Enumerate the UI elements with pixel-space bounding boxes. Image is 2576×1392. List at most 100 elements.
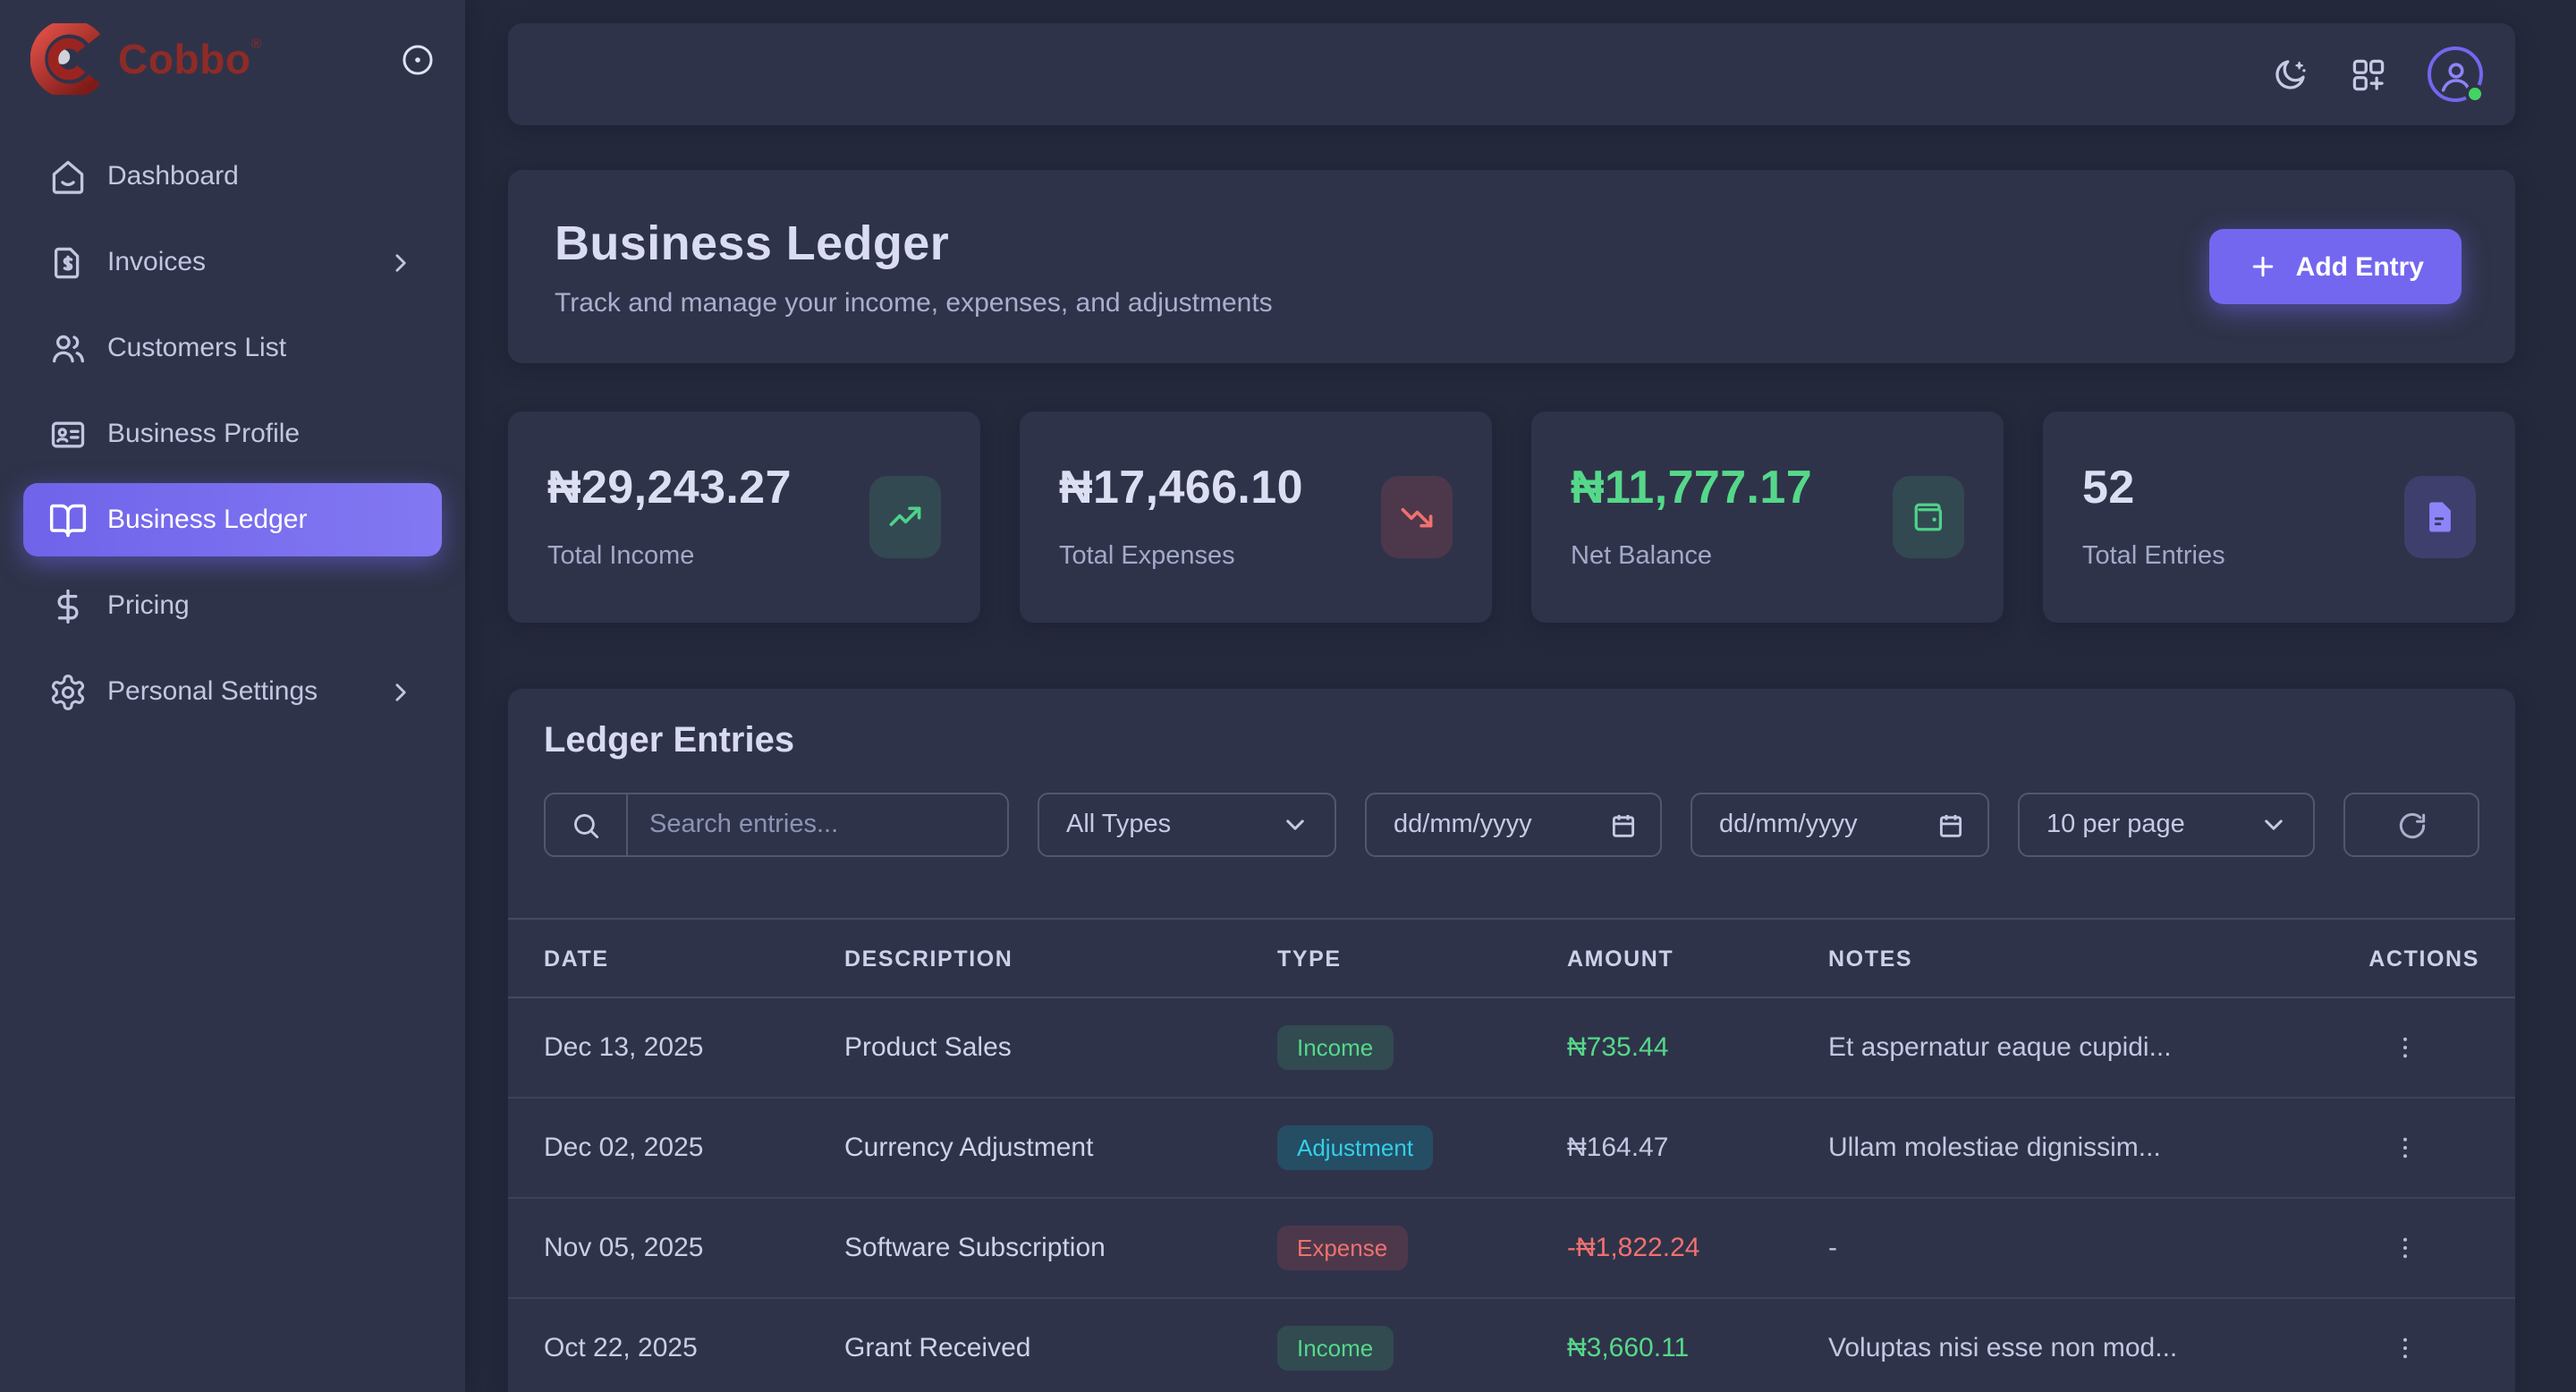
notes-cell: Voluptas nisi esse non mod... bbox=[1828, 1298, 2365, 1392]
table-row: Nov 05, 2025 Software Subscription Expen… bbox=[508, 1198, 2515, 1299]
per-page-select[interactable]: 10 per page bbox=[2018, 793, 2315, 857]
notes-cell: Ullam molestiae dignissim... bbox=[1828, 1098, 2365, 1199]
ledger-entries-card: Ledger Entries All Types dd/mm/yyyy bbox=[508, 689, 2515, 1392]
dollar-icon bbox=[48, 586, 88, 625]
notes-cell: - bbox=[1828, 1198, 2365, 1299]
ledger-table-wrap: DATE DESCRIPTION TYPE AMOUNT NOTES ACTIO… bbox=[508, 918, 2515, 1392]
logo-row: Cobbo® bbox=[0, 0, 465, 118]
page-subtitle: Track and manage your income, expenses, … bbox=[555, 287, 1273, 318]
sidebar-item-label: Invoices bbox=[107, 247, 207, 277]
description-cell: Currency Adjustment bbox=[844, 1098, 1277, 1199]
stat-label: Total Expenses bbox=[1059, 542, 1235, 571]
type-cell: Adjustment bbox=[1277, 1098, 1567, 1199]
chevron-right-icon bbox=[385, 675, 417, 708]
add-entry-button[interactable]: Add Entry bbox=[2209, 229, 2462, 304]
amount-value: ₦164.47 bbox=[1567, 1133, 1669, 1163]
add-entry-label: Add Entry bbox=[2295, 251, 2424, 282]
gear-icon bbox=[48, 672, 88, 711]
brand-name: Cobbo® bbox=[118, 35, 263, 81]
sidebar-item-label: Personal Settings bbox=[107, 676, 318, 707]
dark-mode-toggle-moon-icon[interactable] bbox=[2270, 55, 2309, 94]
calendar-icon bbox=[1608, 810, 1639, 840]
table-row: Dec 13, 2025 Product Sales Income ₦735.4… bbox=[508, 997, 2515, 1099]
amount-cell: ₦3,660.11 bbox=[1567, 1298, 1828, 1392]
date-cell: Oct 22, 2025 bbox=[508, 1298, 844, 1392]
amount-value: ₦3,660.11 bbox=[1567, 1333, 1690, 1363]
avatar-person-icon bbox=[2431, 50, 2479, 98]
table-row: Dec 02, 2025 Currency Adjustment Adjustm… bbox=[508, 1098, 2515, 1199]
actions-cell bbox=[2365, 1098, 2515, 1199]
description-cell: Grant Received bbox=[844, 1298, 1277, 1392]
stat-card-total-income: ₦29,243.27 Total Income bbox=[508, 412, 980, 623]
column-header-type: TYPE bbox=[1277, 918, 1567, 998]
page-header: Business Ledger Track and manage your in… bbox=[508, 170, 2515, 363]
sidebar-item-label: Dashboard bbox=[107, 161, 239, 191]
topbar bbox=[508, 23, 2515, 125]
user-avatar[interactable] bbox=[2428, 47, 2485, 104]
column-header-notes: NOTES bbox=[1828, 918, 2365, 998]
row-actions-kebab-button[interactable] bbox=[2383, 1025, 2428, 1070]
refresh-icon bbox=[2394, 808, 2428, 842]
apps-grid-plus-icon[interactable] bbox=[2349, 55, 2388, 94]
description-cell: Software Subscription bbox=[844, 1198, 1277, 1299]
stat-value: ₦17,466.10 bbox=[1059, 460, 1303, 514]
stat-card-total-expenses: ₦17,466.10 Total Expenses bbox=[1020, 412, 1492, 623]
sidebar-item-personal-settings[interactable]: Personal Settings bbox=[23, 655, 442, 728]
sidebar-item-business-profile[interactable]: Business Profile bbox=[23, 397, 442, 471]
amount-value: -₦1,822.24 bbox=[1567, 1233, 1700, 1263]
wallet-icon bbox=[1893, 476, 1964, 558]
type-filter-value: All Types bbox=[1066, 811, 1172, 839]
sidebar-item-label: Business Ledger bbox=[107, 505, 308, 535]
sidebar: Cobbo® Dashboard bbox=[0, 0, 465, 1392]
search-entries-box bbox=[544, 793, 1009, 857]
calendar-icon bbox=[1936, 810, 1966, 840]
sidebar-item-dashboard[interactable]: Dashboard bbox=[23, 140, 442, 213]
refresh-button[interactable] bbox=[2343, 793, 2479, 857]
online-status-dot bbox=[2465, 84, 2485, 104]
table-row: Oct 22, 2025 Grant Received Income ₦3,66… bbox=[508, 1298, 2515, 1392]
search-input[interactable] bbox=[628, 811, 1007, 839]
type-filter-select[interactable]: All Types bbox=[1038, 793, 1336, 857]
ledger-filters: All Types dd/mm/yyyy dd/mm/yyyy bbox=[508, 762, 2515, 857]
book-open-icon bbox=[48, 500, 88, 539]
type-badge: Expense bbox=[1277, 1226, 1408, 1270]
type-cell: Income bbox=[1277, 1298, 1567, 1392]
column-header-amount: AMOUNT bbox=[1567, 918, 1828, 998]
ledger-table: DATE DESCRIPTION TYPE AMOUNT NOTES ACTIO… bbox=[508, 918, 2515, 1392]
date-cell: Dec 02, 2025 bbox=[508, 1098, 844, 1199]
column-header-actions: ACTIONS bbox=[2365, 918, 2515, 998]
stat-card-total-entries: 52 Total Entries bbox=[2043, 412, 2515, 623]
sidebar-item-pricing[interactable]: Pricing bbox=[23, 569, 442, 642]
amount-value: ₦735.44 bbox=[1567, 1032, 1669, 1063]
search-icon bbox=[546, 794, 628, 855]
main-content: Business Ledger Track and manage your in… bbox=[465, 0, 2576, 1392]
row-actions-kebab-button[interactable] bbox=[2383, 1326, 2428, 1371]
amount-cell: -₦1,822.24 bbox=[1567, 1198, 1828, 1299]
amount-cell: ₦164.47 bbox=[1567, 1098, 1828, 1199]
date-from-value: dd/mm/yyyy bbox=[1394, 811, 1532, 839]
page-title: Business Ledger bbox=[555, 216, 950, 269]
sidebar-item-customers-list[interactable]: Customers List bbox=[23, 311, 442, 385]
sidebar-item-invoices[interactable]: Invoices bbox=[23, 225, 442, 299]
sidebar-collapse-toggle[interactable] bbox=[399, 40, 436, 78]
row-actions-kebab-button[interactable] bbox=[2383, 1125, 2428, 1170]
brand-logo-icon[interactable] bbox=[30, 23, 102, 95]
date-to-input[interactable]: dd/mm/yyyy bbox=[1690, 793, 1989, 857]
row-actions-kebab-button[interactable] bbox=[2383, 1226, 2428, 1270]
sidebar-item-business-ledger[interactable]: Business Ledger bbox=[23, 483, 442, 556]
sidebar-item-label: Customers List bbox=[107, 333, 287, 363]
plus-icon bbox=[2248, 250, 2280, 283]
date-from-input[interactable]: dd/mm/yyyy bbox=[1365, 793, 1662, 857]
ledger-entries-title: Ledger Entries bbox=[544, 721, 795, 760]
chevron-down-icon bbox=[1279, 809, 1311, 841]
actions-cell bbox=[2365, 1298, 2515, 1392]
home-icon bbox=[48, 157, 88, 196]
sidebar-item-label: Pricing bbox=[107, 590, 190, 621]
type-badge: Income bbox=[1277, 1326, 1394, 1371]
type-cell: Income bbox=[1277, 997, 1567, 1099]
type-cell: Expense bbox=[1277, 1198, 1567, 1299]
per-page-value: 10 per page bbox=[2046, 811, 2185, 839]
file-text-icon bbox=[2404, 476, 2476, 558]
sidebar-item-label: Business Profile bbox=[107, 419, 301, 449]
